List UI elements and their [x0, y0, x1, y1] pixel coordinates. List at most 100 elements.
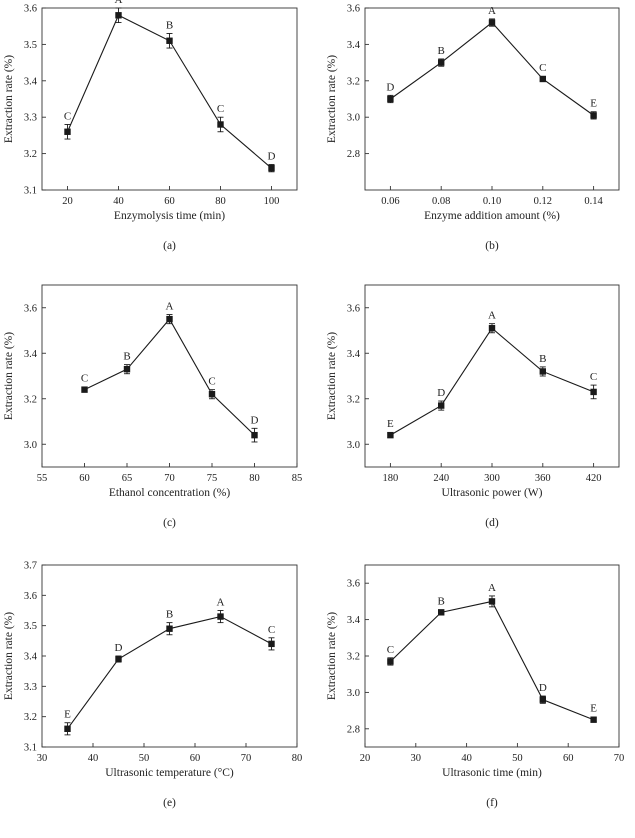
significance-label: A — [488, 582, 496, 594]
x-tick-label: 70 — [241, 753, 252, 764]
x-tick-label: 50 — [139, 753, 150, 764]
chart-panel: 20 40 60 80 100 3.1 3.2 3.3 3.4 3.5 3.6 Enzymolysis… — [3, 0, 298, 252]
significance-label: C — [64, 110, 71, 122]
x-tick-label: 80 — [249, 473, 260, 484]
significance-label: C — [81, 373, 88, 385]
y-tick-label: 3.6 — [24, 591, 37, 602]
series-line — [84, 318, 255, 436]
y-tick-label: 3.6 — [24, 303, 37, 314]
x-axis-label: Enzymolysis time (min) — [114, 210, 225, 222]
panel-label: (c) — [163, 517, 176, 529]
panel-label: (b) — [485, 240, 499, 252]
significance-label: A — [115, 0, 123, 6]
data-point — [590, 388, 597, 396]
x-axis-label: Ultrasonic time (min) — [442, 767, 542, 779]
data-point — [438, 609, 445, 616]
x-tick-label: 60 — [164, 196, 175, 207]
x-tick-label: 20 — [62, 196, 73, 207]
significance-label: D — [539, 682, 547, 694]
data-point — [166, 315, 173, 323]
significance-label: D — [251, 414, 259, 426]
x-tick-label: 0.12 — [534, 196, 552, 207]
data-point — [590, 716, 597, 723]
chart-panel: 180 240 300 360 420 3.0 3.2 3.4 3.6 Ultrasonic po… — [326, 284, 620, 529]
chart-panel: 20 30 40 50 60 70 2.8 3.0 3.2 3.4 3.6 Ultrasonic ti… — [326, 564, 625, 809]
significance-label: C — [217, 103, 224, 115]
y-tick-label: 3.4 — [347, 349, 361, 360]
x-axis-label: Enzyme addition amount (%) — [424, 210, 560, 222]
x-tick-label: 80 — [292, 753, 303, 764]
x-tick-label: 30 — [411, 753, 422, 764]
significance-label: A — [488, 5, 496, 17]
significance-label: E — [387, 418, 394, 430]
series-line — [390, 21, 594, 116]
y-tick-label: 2.8 — [347, 724, 360, 735]
y-tick-label: 3.1 — [24, 186, 37, 197]
significance-label: E — [64, 709, 71, 721]
data-point — [387, 431, 394, 439]
y-tick-label: 3.3 — [24, 113, 37, 124]
panel-label: (e) — [163, 797, 176, 809]
significance-label: A — [488, 310, 496, 322]
series-line — [390, 327, 594, 436]
x-tick-label: 60 — [563, 753, 574, 764]
panel-label: (a) — [163, 240, 176, 252]
data-point — [208, 391, 216, 398]
y-tick-label: 3.2 — [347, 394, 360, 405]
y-tick-label: 3.2 — [347, 76, 360, 87]
plot-frame — [364, 7, 620, 191]
significance-label: B — [438, 45, 445, 57]
data-point — [488, 325, 496, 332]
data-point — [488, 19, 496, 26]
data-point — [268, 640, 275, 648]
y-tick-label: 3.2 — [24, 394, 37, 405]
data-point — [539, 696, 546, 703]
y-tick-label: 3.4 — [24, 349, 38, 360]
x-tick-label: 55 — [37, 473, 48, 484]
significance-label: B — [166, 19, 173, 31]
significance-label: E — [590, 703, 597, 715]
x-tick-label: 75 — [207, 473, 218, 484]
y-axis-label: Extraction rate (%) — [3, 55, 15, 143]
y-tick-label: 3.0 — [347, 113, 360, 124]
x-tick-label: 0.06 — [381, 196, 399, 207]
data-point — [123, 365, 131, 373]
y-axis-label: Extraction rate (%) — [3, 612, 15, 700]
x-tick-label: 240 — [433, 473, 449, 484]
x-tick-label: 420 — [586, 473, 602, 484]
panel-label: (f) — [486, 797, 498, 809]
data-point — [166, 37, 173, 44]
x-tick-label: 70 — [614, 753, 625, 764]
x-tick-label: 300 — [484, 473, 500, 484]
y-tick-label: 3.3 — [24, 682, 37, 693]
panel-label: (d) — [485, 517, 499, 529]
y-axis-label: Extraction rate (%) — [326, 332, 338, 420]
significance-label: D — [437, 387, 445, 399]
x-axis-label: Ethanol concentration (%) — [109, 487, 231, 499]
y-axis-label: Extraction rate (%) — [326, 55, 338, 143]
data-point — [217, 121, 224, 128]
y-tick-label: 3.0 — [24, 440, 37, 451]
y-tick-label: 3.0 — [347, 688, 360, 699]
x-tick-label: 20 — [360, 753, 371, 764]
y-tick-label: 3.5 — [24, 40, 37, 51]
y-tick-label: 3.7 — [24, 561, 37, 572]
data-point — [217, 613, 224, 620]
data-point — [438, 59, 445, 66]
data-point — [268, 164, 275, 172]
data-point — [539, 368, 546, 375]
y-axis-label: Extraction rate (%) — [3, 332, 15, 420]
data-point — [438, 402, 445, 409]
data-point — [166, 625, 173, 632]
significance-label: C — [387, 644, 394, 656]
chart-panel: 30 40 50 60 70 80 3.1 3.2 3.3 3.4 3.5 3.6 3.7 Ultraso… — [3, 561, 302, 810]
y-tick-label: 3.1 — [24, 743, 37, 754]
x-tick-label: 80 — [215, 196, 226, 207]
x-axis-label: Ultrasonic power (W) — [442, 487, 543, 499]
significance-label: C — [590, 371, 597, 383]
data-point — [590, 112, 597, 119]
significance-label: A — [166, 301, 174, 313]
significance-label: B — [166, 609, 173, 621]
x-tick-label: 30 — [37, 753, 48, 764]
